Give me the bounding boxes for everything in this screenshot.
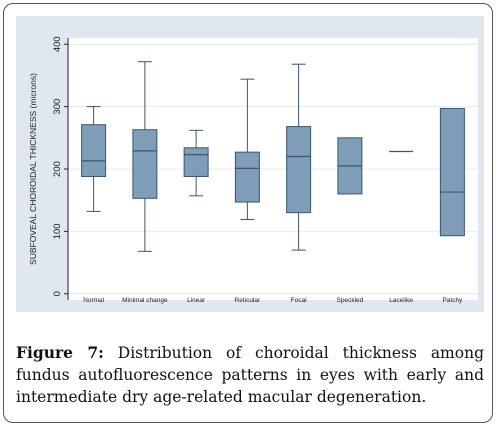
category-label: Speckled — [337, 297, 364, 304]
y-tick-label: 400 — [52, 36, 63, 52]
category-label: Patchy — [442, 297, 463, 304]
category-label: Reticular — [235, 297, 261, 304]
figure-caption: Figure 7: Distribution of choroidal thic… — [16, 342, 484, 408]
x-axis: Normal Minimal change Linear Reticular Focal… — [83, 297, 463, 304]
y-axis: 0 100 200 300 400 — [52, 36, 69, 300]
y-tick-label: 100 — [52, 223, 63, 239]
chart-panel: 0 100 200 300 400 Normal Minimal change Linear… — [16, 16, 484, 312]
box-speckled — [337, 137, 363, 195]
box-body — [183, 147, 209, 177]
category-label: Minimal change — [122, 297, 168, 304]
box-body — [234, 151, 260, 203]
box-body — [132, 129, 158, 199]
box-normal — [81, 106, 107, 212]
figure-label: Figure 7: — [16, 343, 104, 362]
y-tick-label: 200 — [52, 161, 63, 177]
box-body — [286, 126, 312, 214]
box-plot: 0 100 200 300 400 Normal Minimal change Linear… — [28, 36, 478, 304]
y-tick-label: 300 — [52, 99, 63, 115]
figure-frame: 0 100 200 300 400 Normal Minimal change Linear… — [3, 3, 493, 423]
box-linear — [183, 129, 209, 197]
y-tick-label: 0 — [52, 291, 63, 296]
boxes — [81, 61, 465, 252]
y-axis-label: SUBFOVEAL CHOROIDAL THICKNESS (microns) — [28, 73, 38, 265]
category-label: Linear — [187, 297, 206, 304]
category-label: Focal — [291, 297, 307, 304]
caption-text: Distribution of choroidal thickness amon… — [16, 344, 484, 406]
box-reticular — [234, 78, 260, 221]
box-body — [439, 107, 465, 237]
category-label: Normal — [83, 297, 105, 304]
box-focal — [286, 63, 312, 251]
category-label: Lacelike — [389, 297, 413, 304]
box-minimal-change — [132, 61, 158, 252]
box-body — [81, 124, 107, 177]
box-patchy — [439, 107, 465, 237]
